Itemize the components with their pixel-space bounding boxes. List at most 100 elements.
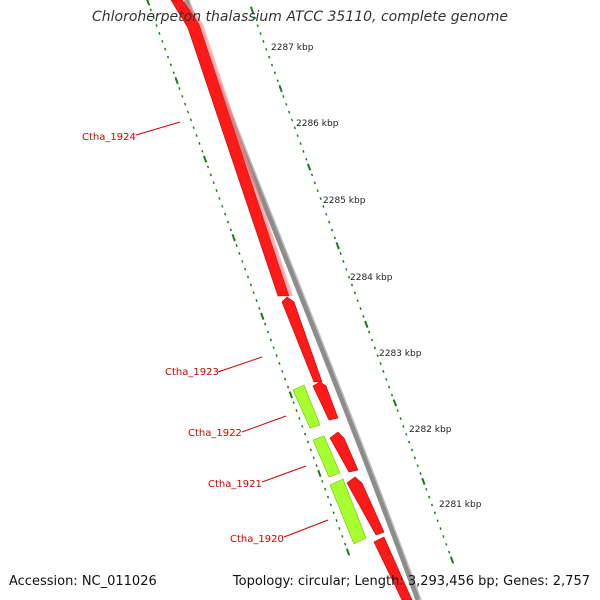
minor-tick xyxy=(206,165,210,169)
minor-tick xyxy=(313,181,316,185)
minor-tick xyxy=(324,487,327,491)
minor-tick xyxy=(282,95,285,98)
minor-tick xyxy=(362,315,365,318)
minor-tick xyxy=(396,409,399,413)
minor-tick xyxy=(149,8,152,12)
minor-tick xyxy=(292,401,295,405)
kbp-label: 2284 kbp xyxy=(350,273,393,283)
major-tick xyxy=(345,548,351,556)
major-tick xyxy=(249,6,255,14)
minor-tick xyxy=(439,527,442,530)
minor-tick xyxy=(198,142,201,145)
minor-tick xyxy=(290,118,294,122)
gene-ctha-1920-rev[interactable] xyxy=(346,476,385,536)
label-ctha-1923[interactable]: Ctha_1923 xyxy=(165,367,219,378)
minor-tick xyxy=(259,32,262,35)
minor-tick xyxy=(262,40,265,43)
minor-tick xyxy=(256,24,259,28)
minor-tick xyxy=(373,346,376,350)
minor-tick xyxy=(269,338,272,342)
minor-tick xyxy=(238,252,241,255)
major-tick xyxy=(231,234,236,242)
minor-tick xyxy=(158,32,161,35)
minor-tick xyxy=(189,118,192,122)
minor-tick xyxy=(296,134,299,138)
minor-tick xyxy=(433,511,436,515)
major-tick xyxy=(174,76,179,85)
minor-tick xyxy=(241,259,244,263)
minor-tick xyxy=(253,16,256,20)
minor-tick xyxy=(244,267,247,271)
minor-tick xyxy=(155,24,158,27)
minor-tick xyxy=(413,456,416,460)
minor-tick xyxy=(338,527,341,530)
minor-tick xyxy=(348,275,351,279)
minor-tick xyxy=(430,503,434,507)
minor-tick xyxy=(332,511,335,515)
label-ctha-1922[interactable]: Ctha_1922 xyxy=(188,428,242,439)
minor-tick xyxy=(270,63,274,67)
minor-tick xyxy=(359,307,362,310)
minor-tick xyxy=(310,173,314,177)
minor-tick xyxy=(278,362,281,365)
minor-tick xyxy=(246,275,250,279)
minor-tick xyxy=(235,244,238,247)
minor-tick xyxy=(416,464,419,468)
gene-ctha-1922[interactable] xyxy=(292,384,321,429)
minor-tick xyxy=(306,440,310,444)
gene-labels: Ctha_1924 Ctha_1923 Ctha_1922 Ctha_1921 … xyxy=(82,121,329,545)
minor-tick xyxy=(368,330,371,334)
minor-tick xyxy=(212,181,215,185)
kbp-labels: 2287 kbp 2286 kbp 2285 kbp 2284 kbp 2283… xyxy=(271,43,482,510)
minor-tick xyxy=(266,330,270,334)
minor-tick xyxy=(410,448,414,452)
kbp-label: 2282 kbp xyxy=(409,425,452,435)
minor-tick xyxy=(226,220,230,224)
minor-tick xyxy=(181,94,184,98)
minor-tick xyxy=(312,456,315,460)
minor-tick xyxy=(276,79,279,83)
minor-tick xyxy=(419,472,422,475)
minor-tick xyxy=(285,102,288,106)
kbp-label: 2281 kbp xyxy=(439,500,482,510)
minor-tick xyxy=(309,448,312,452)
minor-tick xyxy=(405,432,408,436)
minor-tick xyxy=(284,377,287,381)
minor-tick xyxy=(326,495,330,499)
minor-tick xyxy=(370,338,374,342)
label-ctha-1920[interactable]: Ctha_1920 xyxy=(230,534,284,545)
gene-ctha-1920[interactable] xyxy=(329,478,367,545)
minor-tick xyxy=(268,55,271,59)
kbp-label: 2283 kbp xyxy=(379,349,422,359)
minor-tick xyxy=(335,519,338,522)
gene-ctha-1922-rev[interactable] xyxy=(329,431,359,473)
minor-tick xyxy=(322,205,325,208)
minor-tick xyxy=(152,16,155,20)
major-tick xyxy=(392,399,398,407)
gene-ctha-1923[interactable] xyxy=(281,296,323,383)
label-ctha-1924[interactable]: Ctha_1924 xyxy=(82,132,136,143)
kbp-label: 2287 kbp xyxy=(271,43,314,53)
minor-tick xyxy=(201,149,204,153)
minor-tick xyxy=(186,110,190,114)
minor-tick xyxy=(209,173,212,177)
minor-tick xyxy=(382,370,385,373)
minor-tick xyxy=(425,487,428,491)
minor-tick xyxy=(301,424,304,428)
gene-ctha-1923b[interactable] xyxy=(312,381,339,421)
minor-tick xyxy=(428,495,431,499)
minor-tick xyxy=(353,291,356,295)
label-ctha-1921[interactable]: Ctha_1921 xyxy=(208,479,262,490)
major-tick xyxy=(335,242,340,250)
minor-tick xyxy=(388,385,391,389)
minor-tick xyxy=(341,534,344,538)
minor-tick xyxy=(255,299,258,302)
major-tick xyxy=(364,320,369,328)
gene-ctha-1921[interactable] xyxy=(312,435,341,478)
gene-ctha-1919-rev[interactable] xyxy=(373,536,413,600)
minor-tick xyxy=(184,102,187,106)
minor-tick xyxy=(344,542,347,546)
genome-title: Chloroherpeton thalassium ATCC 35110, co… xyxy=(92,9,508,25)
minor-tick xyxy=(172,71,175,75)
